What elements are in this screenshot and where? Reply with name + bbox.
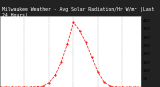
Text: Milwaukee Weather - Avg Solar Radiation/Hr W/m² (Last 24 Hours): Milwaukee Weather - Avg Solar Radiation/… bbox=[2, 7, 154, 18]
